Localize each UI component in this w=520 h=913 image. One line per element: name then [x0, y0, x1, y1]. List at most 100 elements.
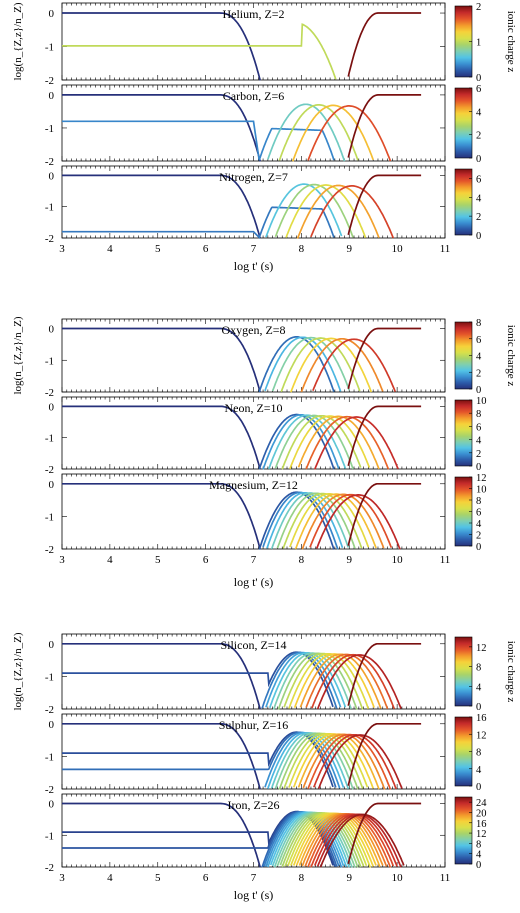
series-z-4: [274, 414, 354, 470]
series-z-3: [268, 414, 347, 470]
series-z-8: [283, 732, 364, 789]
series-z-8: [347, 327, 422, 389]
series-z-5: [290, 337, 373, 393]
x-tick-label: 4: [107, 554, 113, 566]
colorbar: [454, 87, 473, 159]
y-tick-label: -1: [45, 830, 54, 842]
colorbar-tick-label: 2: [476, 131, 481, 142]
series-z-14: [313, 733, 397, 790]
x-tick-label: 6: [203, 554, 209, 566]
y-tick-label: -2: [45, 233, 54, 245]
panel-title: Iron, Z=26: [227, 798, 279, 812]
series-z-12: [302, 733, 386, 790]
colorbar-tick-label: 8: [476, 748, 481, 759]
x-tick-label: 3: [59, 872, 65, 884]
y-tick-label: 0: [49, 479, 55, 491]
panel-title: Sulphur, Z=16: [219, 718, 289, 732]
panel-title: Helium, Z=2: [222, 7, 284, 21]
y-tick-label: -1: [45, 355, 54, 367]
series-z-5: [281, 414, 362, 470]
y-tick-label: -1: [45, 123, 54, 135]
colorbar-tick-label: 16: [476, 819, 487, 830]
panel-title: Silicon, Z=14: [220, 638, 286, 652]
series-z-2: [267, 103, 346, 162]
x-tick-label: 5: [155, 243, 161, 255]
x-tick-label: 6: [203, 243, 209, 255]
colorbar-tick-label: 4: [476, 352, 482, 363]
colorbar-tick-label: 4: [476, 519, 482, 530]
x-tick-label: 11: [440, 554, 451, 566]
y-tick-label: -1: [45, 202, 54, 214]
colorbar-tick-label: 4: [476, 436, 482, 447]
colorbar-tick-label: 4: [476, 850, 482, 861]
x-axis-label: log t' (s): [234, 888, 274, 902]
series-z-10: [309, 493, 393, 549]
series-z-13: [316, 654, 402, 710]
x-tick-label: 5: [155, 872, 161, 884]
colorbar: [454, 399, 473, 467]
series-z-4: [280, 337, 361, 393]
colorbar-tick-label: 12: [476, 473, 487, 484]
panel-silicon: 0 -1 -2 Silicon, Z=14 0 4 8 12: [45, 633, 487, 716]
panel-oxygen: 0 -1 -2 Oxygen, Z=8 0 2 4 6 8: [45, 318, 482, 399]
colorbar-tick-label: 0: [476, 385, 481, 396]
series-z-5: [272, 652, 352, 710]
x-tick-label: 7: [251, 554, 257, 566]
series-z-3: [278, 103, 359, 161]
colorbar-label: ionic charge z: [505, 325, 517, 387]
colorbar-tick-label: 4: [476, 682, 482, 693]
y-tick-label: 0: [49, 639, 55, 651]
panel-title: Magnesium, Z=12: [209, 478, 298, 492]
colorbar-tick-label: 4: [476, 765, 482, 776]
colorbar-tick-label: 0: [476, 860, 481, 871]
series-z-9: [288, 732, 369, 788]
series-z-11: [305, 653, 389, 710]
x-tick-label: 7: [251, 872, 257, 884]
panel-neon: 0 -1 -2 Neon, Z=10 0 2 4 6 8 10: [45, 396, 487, 476]
y-tick-label: -2: [45, 544, 54, 556]
series-z-4: [291, 104, 374, 162]
x-tick-label: 8: [299, 554, 305, 566]
colorbar-tick-label: 6: [476, 335, 481, 346]
series-z-2: [62, 810, 336, 867]
series-z-2: [347, 12, 422, 77]
series-z-8: [305, 415, 390, 470]
series-z-3: [266, 491, 344, 549]
series-z-3: [265, 651, 342, 708]
series-z-0: [62, 405, 262, 470]
colorbar-tick-label: 4: [476, 193, 482, 204]
colorbar-tick-label: 0: [476, 462, 481, 473]
x-tick-label: 9: [347, 872, 353, 884]
colorbar-tick-label: 8: [476, 318, 481, 329]
x-tick-label: 11: [440, 243, 451, 255]
x-tick-label: 7: [251, 243, 257, 255]
y-tick-label: -1: [45, 671, 54, 683]
series-z-4: [270, 492, 350, 550]
panel-title: Nitrogen, Z=7: [219, 170, 288, 184]
y-tick-label: 0: [49, 401, 55, 413]
colorbar: [454, 636, 473, 707]
x-tick-label: 8: [299, 243, 305, 255]
colorbar-tick-label: 2: [476, 212, 481, 223]
series-z-2: [262, 413, 340, 470]
colorbar-tick-label: 2: [476, 449, 481, 460]
colorbar-tick-label: 2: [476, 368, 481, 379]
panel-sulphur: 0 -1 -2 Sulphur, Z=16 0 4 8 12 16: [45, 713, 487, 796]
series-z-5: [296, 184, 380, 239]
series-z-26: [347, 802, 422, 864]
series-z-12: [347, 482, 422, 546]
colorbar-tick-label: 1: [476, 38, 481, 49]
colorbar-tick-label: 0: [476, 702, 481, 713]
series-z-1: [62, 23, 337, 80]
y-tick-label: -1: [45, 433, 54, 445]
series-z-6: [282, 492, 363, 549]
y-tick-label: 0: [49, 719, 55, 731]
y-tick-label: -2: [45, 784, 54, 796]
series-z-11: [315, 494, 401, 550]
y-tick-label: -1: [45, 42, 54, 54]
series-z-7: [278, 732, 359, 790]
series-z-0: [62, 802, 262, 868]
series-z-10: [347, 405, 422, 466]
colorbar-tick-label: 8: [476, 839, 481, 850]
